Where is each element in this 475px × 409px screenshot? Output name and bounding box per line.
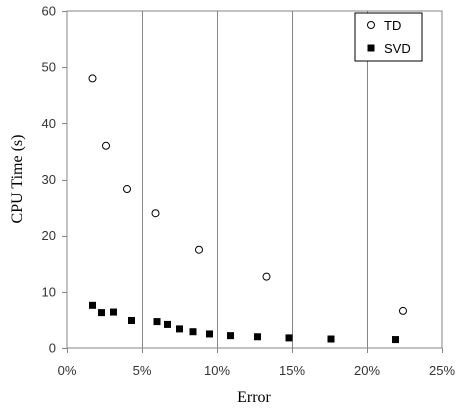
svd-point [254, 333, 261, 341]
svd-point [153, 318, 161, 326]
legend-box [354, 12, 423, 62]
svd-point [128, 316, 135, 324]
svd-point [164, 320, 171, 328]
y-tick-label: 40 [42, 116, 56, 131]
td-point [151, 209, 160, 218]
y-tick-label: 10 [42, 284, 56, 299]
x-tick-label: 10% [204, 363, 230, 378]
y-tick-label: 20 [42, 228, 56, 243]
legend-svd-marker [367, 44, 375, 52]
svd-point [206, 330, 213, 338]
x-tick-label: 5% [133, 363, 152, 378]
x-tick-label: 15% [279, 363, 305, 378]
y-axis-title: CPU Time (s) [9, 135, 26, 224]
y-tick-label: 60 [42, 4, 56, 19]
svd-point [227, 332, 234, 340]
svd-point [189, 328, 197, 336]
x-tick-label: 25% [429, 363, 455, 378]
y-tick-label: 50 [42, 60, 56, 75]
data-points [88, 74, 407, 344]
y-tick-label: 30 [42, 172, 56, 187]
legend-td-marker [367, 21, 375, 29]
svd-point [110, 308, 117, 316]
svd-point [89, 301, 96, 309]
legend-svd-label: SVD [384, 41, 411, 56]
x-tick-label: 20% [354, 363, 380, 378]
gridlines [142, 11, 368, 348]
svd-point [392, 336, 399, 344]
legend-td-label: TD [384, 18, 401, 33]
td-point [88, 74, 97, 83]
svd-point [285, 334, 293, 342]
td-point [399, 306, 407, 315]
td-point [262, 272, 271, 281]
legend: TD SVD [354, 12, 423, 62]
svd-point [176, 325, 183, 333]
td-point [195, 245, 203, 254]
plot-area [66, 10, 443, 349]
svd-point [327, 335, 335, 343]
td-point [102, 141, 110, 150]
axis-ticks: 0% 5% 10% 15% 20% 25% 0 10 20 30 40 50 60 [42, 4, 456, 379]
x-axis-title: Error [237, 389, 271, 406]
td-point [123, 185, 131, 194]
svd-point [98, 309, 105, 317]
x-tick-label: 0% [58, 363, 77, 378]
y-tick-label: 0 [49, 341, 56, 356]
